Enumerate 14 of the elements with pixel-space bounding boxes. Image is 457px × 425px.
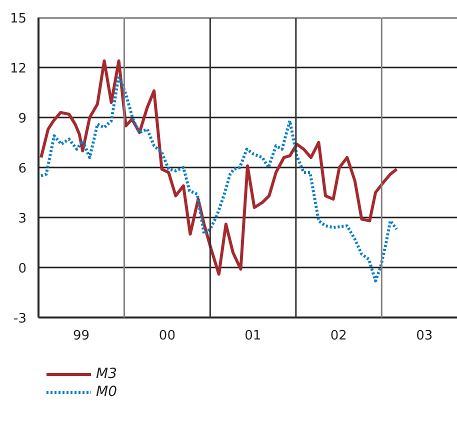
y-tick-label: -3: [14, 312, 27, 326]
x-tick-label: 02: [330, 328, 347, 344]
x-tick-label: 03: [416, 328, 433, 344]
y-tick-label: 0: [18, 262, 27, 276]
y-tick-label: 15: [10, 12, 27, 26]
legend-label: M3: [96, 366, 117, 382]
x-tick-label: 01: [244, 328, 262, 344]
y-tick-label: 12: [10, 62, 27, 76]
x-tick-label: 00: [158, 328, 176, 344]
x-tick-label: 99: [72, 328, 90, 344]
y-tick-label: 6: [18, 162, 27, 176]
legend-label: M0: [96, 384, 117, 400]
y-tick-label: 9: [18, 112, 27, 126]
y-tick-label: 3: [18, 212, 27, 226]
